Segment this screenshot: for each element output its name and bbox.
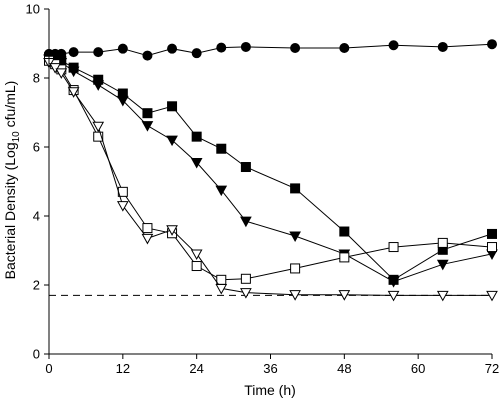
data-point bbox=[216, 42, 227, 53]
data-point bbox=[339, 42, 350, 53]
data-point bbox=[240, 216, 252, 228]
series-1 bbox=[44, 39, 497, 61]
data-point bbox=[190, 249, 203, 260]
data-point bbox=[142, 108, 153, 119]
data-point bbox=[289, 290, 301, 301]
data-point bbox=[191, 261, 202, 272]
data-point bbox=[240, 288, 252, 299]
data-point bbox=[67, 87, 80, 98]
y-tick-label: 4 bbox=[33, 209, 40, 224]
data-point bbox=[167, 43, 178, 54]
x-tick-label: 0 bbox=[45, 361, 52, 376]
data-point bbox=[436, 259, 449, 271]
data-point bbox=[67, 66, 80, 78]
data-point bbox=[55, 68, 68, 79]
data-point bbox=[290, 42, 301, 53]
data-point bbox=[289, 231, 301, 243]
data-point bbox=[93, 47, 104, 58]
data-point bbox=[167, 101, 178, 112]
plot-area bbox=[43, 39, 498, 302]
data-point bbox=[387, 277, 400, 288]
data-point bbox=[290, 183, 301, 194]
y-tick-label: 8 bbox=[33, 71, 40, 86]
data-point bbox=[216, 274, 227, 285]
data-point bbox=[487, 39, 497, 50]
data-point bbox=[290, 263, 301, 274]
data-point bbox=[191, 131, 202, 142]
data-point bbox=[116, 95, 129, 107]
data-point bbox=[486, 290, 498, 302]
data-point bbox=[215, 283, 228, 295]
x-tick-label: 12 bbox=[116, 361, 130, 376]
series-line bbox=[48, 62, 492, 296]
series-line bbox=[49, 58, 493, 283]
series-line bbox=[49, 43, 493, 57]
data-point bbox=[68, 47, 79, 58]
y-tick-label: 10 bbox=[26, 2, 40, 17]
y-tick-label: 6 bbox=[33, 140, 40, 155]
data-point bbox=[339, 226, 350, 237]
data-point bbox=[388, 40, 399, 51]
data-point bbox=[215, 185, 228, 197]
x-axis-title: Time (h) bbox=[244, 382, 296, 398]
x-tick-label: 72 bbox=[485, 361, 499, 376]
data-point bbox=[216, 143, 227, 154]
data-point bbox=[338, 290, 351, 301]
data-point bbox=[142, 223, 153, 234]
data-point bbox=[117, 43, 128, 54]
x-tick-label: 60 bbox=[411, 361, 425, 376]
data-point bbox=[92, 80, 105, 91]
data-point bbox=[437, 41, 448, 52]
data-point bbox=[191, 48, 202, 59]
y-axis-title-main: Bacterial Density (Log bbox=[2, 142, 18, 279]
y-tick-label: 2 bbox=[33, 278, 40, 293]
data-point bbox=[388, 242, 399, 253]
x-tick-label: 36 bbox=[263, 361, 277, 376]
data-point bbox=[487, 242, 497, 253]
data-point bbox=[141, 121, 154, 132]
data-point bbox=[92, 121, 105, 133]
series-line bbox=[49, 56, 493, 281]
data-point bbox=[436, 290, 449, 302]
x-tick-label: 48 bbox=[337, 361, 351, 376]
data-point bbox=[487, 228, 497, 239]
data-point bbox=[437, 237, 448, 248]
data-point bbox=[240, 41, 251, 52]
x-tick-label: 24 bbox=[189, 361, 203, 376]
data-point bbox=[166, 135, 178, 147]
data-point bbox=[141, 233, 154, 245]
y-axis-title: Bacterial Density (Log10 cfu/mL) bbox=[2, 81, 22, 280]
data-point bbox=[142, 50, 153, 61]
data-point bbox=[387, 290, 400, 302]
data-point bbox=[190, 158, 203, 169]
series-5 bbox=[43, 57, 498, 302]
data-point bbox=[49, 63, 62, 74]
data-point bbox=[240, 162, 251, 173]
y-tick-label: 0 bbox=[33, 347, 40, 362]
y-axis-title-subscript: 10 bbox=[11, 131, 22, 143]
y-axis-title-tail: cfu/mL) bbox=[2, 81, 18, 132]
data-point bbox=[166, 225, 178, 236]
data-point bbox=[339, 252, 350, 263]
data-point bbox=[240, 273, 251, 284]
series-line bbox=[48, 60, 493, 281]
data-point bbox=[116, 201, 129, 212]
